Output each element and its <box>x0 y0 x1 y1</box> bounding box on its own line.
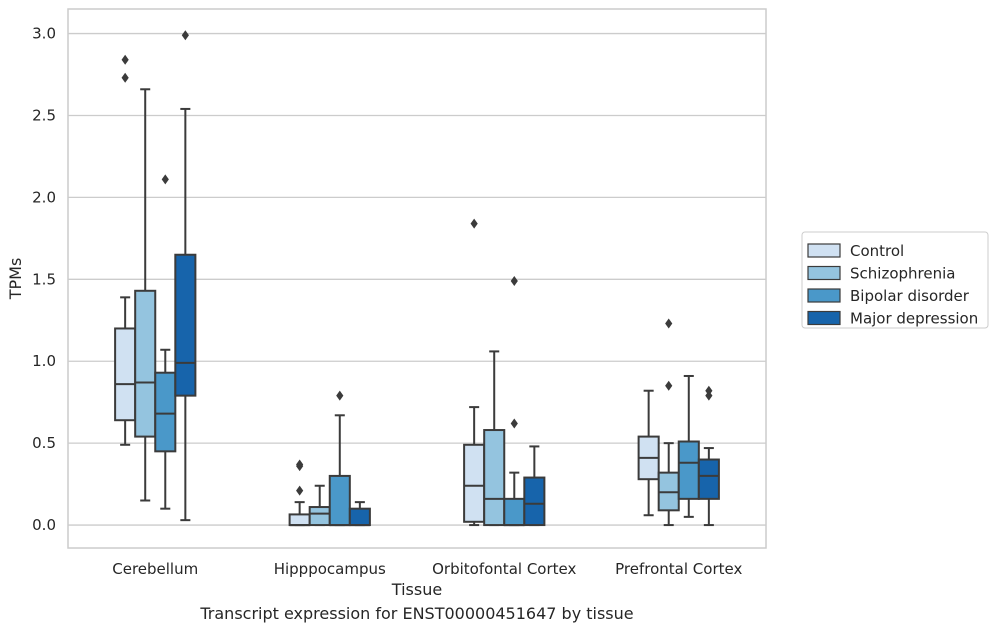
x-tick-label: Hipppocampus <box>274 560 386 578</box>
box <box>503 497 526 527</box>
legend-swatch <box>807 265 841 281</box>
outlier-point <box>665 380 673 391</box>
box-group <box>483 350 506 527</box>
x-tick-label: Cerebellum <box>112 560 198 578</box>
legend-label: Bipolar disorder <box>850 287 970 305</box>
legend-swatch <box>807 288 841 303</box>
box-layer <box>114 30 720 527</box>
outlier-point <box>161 174 169 185</box>
y-tick-label: 1.0 <box>32 352 56 370</box>
legend-label: Major depression <box>850 310 978 328</box>
box <box>114 327 137 422</box>
outlier-point <box>121 54 129 65</box>
x-tick-labels: Cerebellum Hipppocampus Orbitofontal Corte… <box>112 560 742 578</box>
box-group <box>657 318 680 527</box>
outlier-point <box>665 318 673 329</box>
legend-swatch <box>807 310 841 326</box>
outlier-point <box>296 459 304 470</box>
y-tick-label: 0.0 <box>32 516 56 534</box>
chart-caption: Transcript expression for ENST0000045164… <box>200 604 634 623</box>
box-group <box>174 30 197 522</box>
box-group <box>637 389 660 517</box>
box <box>134 289 157 438</box>
box <box>328 474 351 527</box>
legend-label: Control <box>850 242 904 260</box>
outlier-point <box>296 485 304 496</box>
box-group <box>503 275 526 527</box>
legend-label: Schizophrenia <box>850 265 955 283</box>
legend: Control Schizophrenia Bipolar disorder Majo… <box>801 231 989 329</box>
outlier-point <box>336 390 344 401</box>
box-group <box>348 501 371 527</box>
outlier-point <box>510 275 518 286</box>
x-axis-label: Tissue <box>391 580 442 599</box>
box-group <box>154 174 177 510</box>
outlier-point <box>181 30 189 41</box>
plot-frame <box>67 8 767 549</box>
box <box>308 506 331 527</box>
box <box>174 253 197 397</box>
x-tick-label: Orbitofontal Cortex <box>432 560 576 578</box>
box <box>483 429 506 527</box>
box <box>523 476 546 527</box>
box-group <box>114 54 137 446</box>
box-group <box>697 385 720 527</box>
box <box>697 458 720 500</box>
outlier-point <box>121 72 129 83</box>
box <box>348 507 371 527</box>
box <box>463 443 486 523</box>
y-axis-label: TPMs <box>6 258 25 301</box>
outlier-point <box>705 385 713 396</box>
y-tick-label: 3.0 <box>32 25 56 43</box>
box-group <box>523 445 546 527</box>
y-tick-label: 2.5 <box>32 106 56 124</box>
y-tick-label: 0.5 <box>32 434 56 452</box>
box <box>677 440 700 500</box>
box-group <box>328 390 351 527</box>
box-group <box>463 218 486 527</box>
y-tick-labels: 0.0 0.5 1.0 1.5 2.0 2.5 3.0 <box>32 25 56 534</box>
box <box>288 513 311 527</box>
box-group <box>288 459 311 527</box>
box-group <box>677 374 700 518</box>
legend-frame <box>801 231 989 329</box>
y-tick-label: 2.0 <box>32 188 56 206</box>
outlier-point <box>510 418 518 429</box>
legend-swatch <box>807 243 841 258</box>
outlier-point <box>470 218 478 229</box>
box-group <box>134 88 157 502</box>
box <box>154 371 177 453</box>
x-tick-label: Prefrontal Cortex <box>615 560 742 578</box>
box-group <box>308 484 331 527</box>
y-tick-label: 1.5 <box>32 270 56 288</box>
